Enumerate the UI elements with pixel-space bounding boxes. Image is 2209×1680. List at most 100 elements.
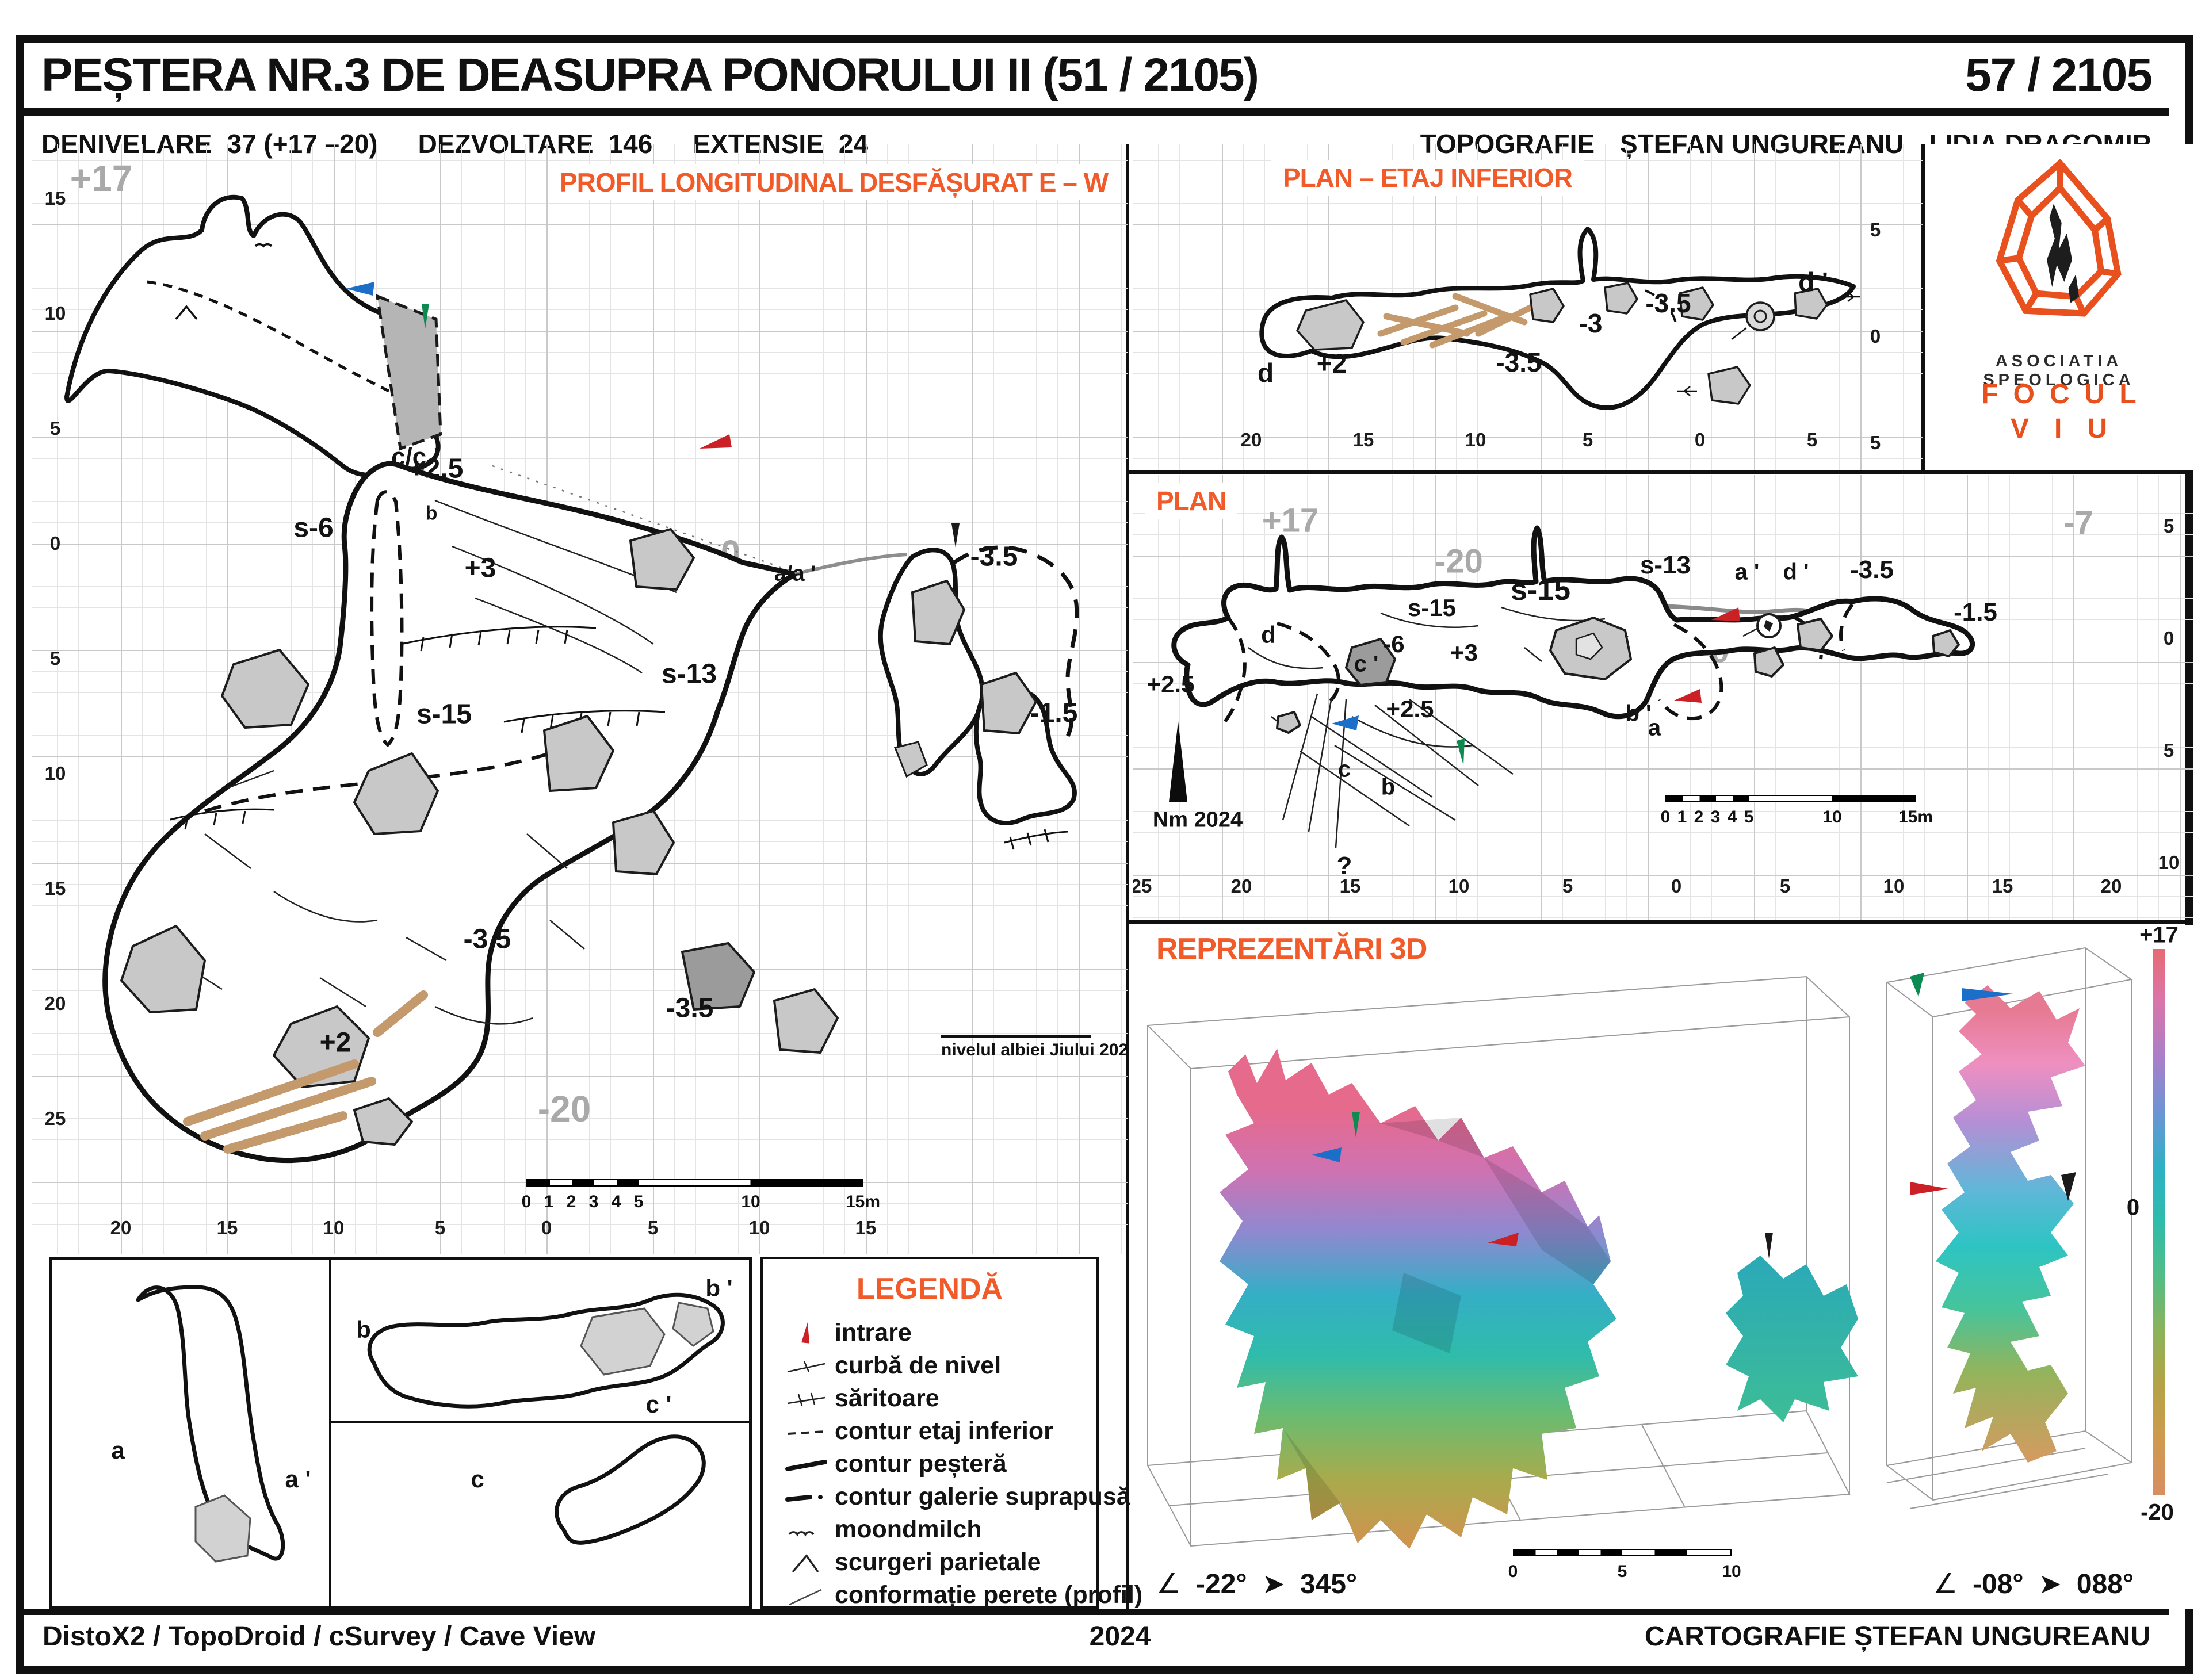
plan-inferior-xtick: 20 (1240, 429, 1262, 450)
tilt-angle-icon: ∠ (1156, 1569, 1182, 1599)
legend-item: contur etaj inferior (835, 1417, 1053, 1445)
legend-item: scurgeri parietale (835, 1548, 1041, 1576)
plan-inferior-ytick: 0 (1870, 326, 1881, 347)
intrare-icon (801, 1322, 810, 1344)
plan-inferior-label-m35b: -3.5 (1645, 288, 1691, 318)
plan-north-label: Nm 2024 (1152, 808, 1243, 832)
legend-item: curbă de nivel (835, 1352, 1002, 1379)
profile-xaxis-tick: 5 (434, 1217, 446, 1238)
logo-panel: ASOCIATIA SPEOLOGICA FOCUL VIU (1925, 144, 2193, 470)
plan-inferior-xtick: 0 (1694, 429, 1706, 450)
threed-view-main (1146, 975, 1858, 1549)
profile-xaxis-tick: 10 (323, 1217, 345, 1238)
right-gallery (794, 545, 1079, 850)
profile-xaxis-tick: 15 (855, 1217, 877, 1238)
entrance-gallery-upper (64, 194, 442, 478)
view2-azimuth: 088° (2076, 1568, 2134, 1599)
plan-label-q: ? (1336, 852, 1352, 880)
divider-plan-inferior (1129, 470, 2193, 474)
section-c-shape (555, 1434, 706, 1545)
profile-title: PROFIL LONGITUDINAL DESFĂȘURAT E – W (548, 164, 1119, 200)
plan-xtick: 15 (1992, 875, 2013, 897)
section-label-cp: c ' (645, 1391, 672, 1418)
page-title: PEȘTERA NR.3 DE DEASUPRA PONORULUI II (5… (41, 49, 1259, 101)
profile-yaxis-tick: 15 (44, 878, 66, 899)
threed-entrance-markers (1312, 1112, 1773, 1258)
plan-inferior-label-dp: d ' (1798, 267, 1828, 297)
moondmilch-icon (788, 1531, 815, 1537)
view2-tilt: -08° (1973, 1568, 2024, 1599)
plan-inferior-label-m3: -3 (1579, 308, 1603, 338)
section-label-bp: b ' (705, 1275, 733, 1302)
profile-label-m35m: -3.5 (463, 924, 511, 955)
profile-xaxis-tick: 5 (647, 1217, 659, 1238)
profile-label-cc: c/c ' (391, 443, 439, 471)
section-label-b: b (356, 1316, 371, 1343)
plan-entrance-markers (1332, 607, 1740, 766)
plan-scale-bar (1665, 795, 1916, 802)
plan-inferior-label-p2: +2 (1316, 349, 1347, 378)
colorbar-mid-label: 0 (2126, 1195, 2140, 1220)
profile-label-m15: -1.5 (1030, 698, 1078, 729)
profile-yaxis-tick: 20 (44, 993, 66, 1014)
profile-label-m35r: -3.5 (970, 541, 1018, 572)
plan-xtick: 20 (2100, 875, 2122, 897)
software-credit: DistoX2 / TopoDroid / cSurvey / Cave Vie… (43, 1621, 596, 1652)
scurgeri-parietale-icon (792, 1554, 819, 1573)
plan-xtick: 10 (1883, 875, 1905, 897)
cave-3d-facets (1283, 1118, 1611, 1520)
legend-item: conformație perete (profil) (835, 1581, 1143, 1609)
plan-inferior-xtick: 5 (1806, 429, 1818, 450)
plan-inferior-boulders (1296, 282, 1828, 405)
profile-panel: PROFIL LONGITUDINAL DESFĂȘURAT E – W +17… (32, 144, 1128, 1254)
plan-label-b: b (1381, 774, 1396, 800)
threed-title: REPREZENTĂRI 3D (1145, 929, 1439, 969)
entrance-arrow-red (700, 434, 732, 449)
plan-inferior-xtick: 10 (1465, 429, 1486, 450)
conformatie-perete-icon (789, 1589, 822, 1606)
plan-label-m35: -3.5 (1850, 556, 1894, 584)
profile-xaxis-tick: 10 (748, 1217, 770, 1238)
plan-elev-minus7: -7 (2063, 504, 2093, 542)
section-label-c: c (471, 1465, 484, 1493)
contur-galerie-suprapusa-icon (785, 1495, 823, 1502)
plan-elev-plus17: +17 (1262, 502, 1319, 539)
plan-label-s13: s-13 (1639, 551, 1691, 579)
plan-label-d: d (1261, 621, 1276, 648)
contur-pestera-icon (785, 1460, 827, 1471)
profile-elev-minus20: -20 (537, 1088, 591, 1130)
plan-title: PLAN (1145, 483, 1238, 519)
plan-label-s15b: s-15 (1407, 594, 1457, 621)
cave-3d-body (1220, 1048, 1616, 1549)
threed-scale-bar (1513, 1549, 1732, 1556)
legend-item: intrare (835, 1319, 912, 1346)
azimuth-arrow-icon: ➤ (1262, 1569, 1285, 1599)
plan-label-a: a (1648, 715, 1661, 741)
plan-xtick: 10 (1448, 875, 1470, 897)
profile-elev-plus17: +17 (70, 158, 133, 199)
plan-ytick: 5 (2163, 740, 2174, 761)
profile-yaxis-tick: 10 (44, 303, 66, 324)
section-label-a: a (111, 1437, 125, 1464)
profile-cave-drawing (64, 194, 1079, 1164)
plan-ytick: 0 (2163, 627, 2174, 649)
wireframe-box-side (1885, 947, 2133, 1509)
logo-association-name: ASOCIATIA SPEOLOGICA (1983, 352, 2135, 389)
plan-label-p25a: +2.5 (1146, 671, 1195, 698)
profile-xaxis-tick: 15 (216, 1217, 238, 1238)
legend-item: săritoare (835, 1384, 939, 1412)
legend-item: contur galerie suprapusă (835, 1483, 1130, 1510)
view1-azimuth: 345° (1300, 1568, 1358, 1599)
profile-yaxis-tick: 0 (49, 533, 61, 554)
plan-xtick: 15 (1339, 875, 1361, 897)
logo-name-focul: FOCUL (1981, 379, 2151, 410)
section-label-ap: a ' (285, 1465, 311, 1493)
plan-inferior-logs (1377, 293, 1539, 349)
divider-vertical-main (1126, 144, 1129, 1609)
plan-label-p3: +3 (1450, 639, 1478, 666)
plan-elev-minus20: -20 (1435, 542, 1483, 580)
plan-inferior-ytick: 5 (1870, 219, 1881, 240)
plan-inferior-outline (1259, 227, 1856, 410)
